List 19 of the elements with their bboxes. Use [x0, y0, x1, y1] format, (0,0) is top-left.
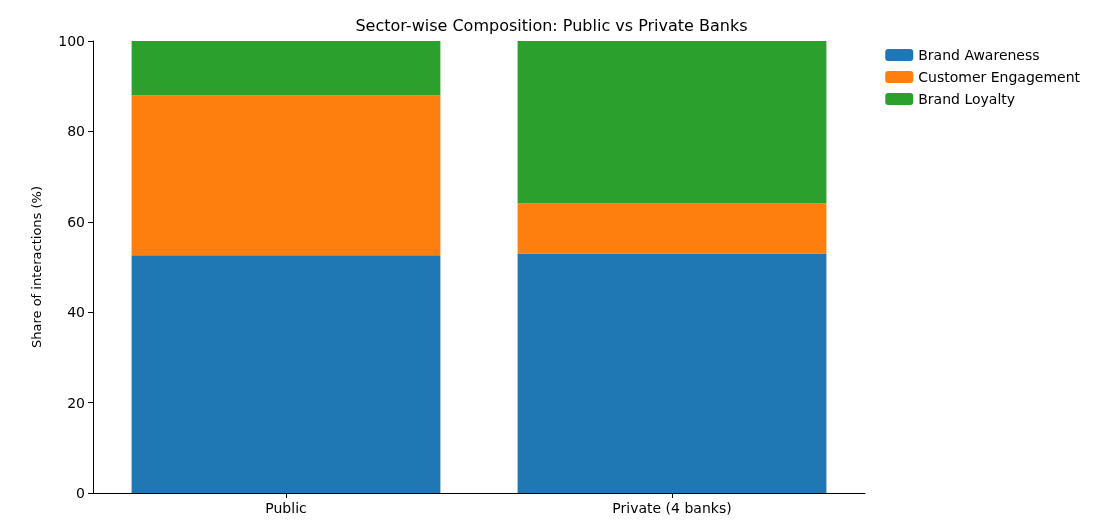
bar [131, 95, 441, 256]
chart-title: Sector-wise Composition: Public vs Private Banks [355, 15, 748, 35]
y-tick-label: 0 [76, 485, 85, 501]
bar [517, 41, 827, 204]
y-tick-label: 100 [58, 33, 85, 49]
bar [131, 255, 441, 493]
legend-label: Brand Awareness [918, 47, 1040, 63]
bar [517, 203, 827, 254]
x-tick-label: Private (4 banks) [612, 500, 732, 516]
bar [517, 253, 827, 493]
bar [131, 41, 441, 96]
legend-label: Customer Engagement [918, 69, 1081, 85]
y-tick-label: 60 [67, 213, 85, 230]
y-tick-label: 40 [67, 304, 85, 321]
y-tick-label: 80 [67, 123, 85, 140]
y-axis-title: Share of interactions (%) [29, 185, 44, 349]
y-tick-label: 20 [67, 394, 85, 411]
legend-label: Brand Loyalty [918, 91, 1016, 107]
x-tick-label: Public [265, 500, 307, 516]
